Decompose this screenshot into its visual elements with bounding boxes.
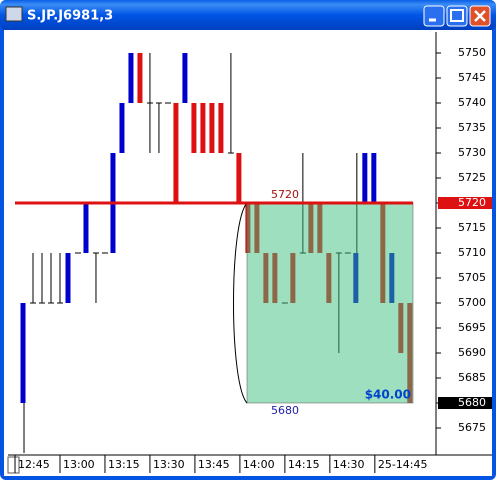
- y-tick-label: 5745: [458, 71, 486, 84]
- zone-edge: [233, 202, 248, 404]
- y-tick-label: 5730: [458, 146, 486, 159]
- candle-body: [236, 153, 242, 203]
- hline-label: 5720: [271, 188, 299, 201]
- candle-body: [200, 103, 206, 153]
- candle-body: [128, 53, 134, 103]
- window-title: S.JP.J6981,3: [27, 9, 113, 24]
- x-tick-label: 14:30: [333, 458, 365, 471]
- zone: [246, 202, 414, 404]
- x-tick-label: 13:00: [63, 458, 95, 471]
- x-tick-label: 14:15: [288, 458, 320, 471]
- x-tick-label: 13:30: [153, 458, 185, 471]
- x-tick-label: 14:00: [243, 458, 275, 471]
- y-tick-label: 5715: [458, 221, 486, 234]
- x-tick-label: 25-14:45: [378, 458, 428, 471]
- maximize-icon: [450, 9, 464, 22]
- hline-axis-marker: [438, 197, 492, 209]
- candle-body: [362, 153, 368, 203]
- x-tick-label: 12:45: [18, 458, 50, 471]
- zone-bottom-label: 5680: [271, 404, 299, 417]
- y-tick-label: 5705: [458, 271, 486, 284]
- candle-body: [209, 103, 215, 153]
- candle-body: [20, 303, 26, 403]
- y-tick-label: 5710: [458, 246, 486, 259]
- y-tick-label: 5685: [458, 371, 486, 384]
- zone-axis-label: 5680: [458, 396, 486, 409]
- minimize-button[interactable]: [423, 5, 445, 27]
- candle-body: [83, 203, 89, 253]
- y-tick-label: 5725: [458, 171, 486, 184]
- plot: 5675 5680 5685 5690 5695 5700 5705 5710 5715 5720…: [8, 32, 492, 473]
- y-tick-label: 5740: [458, 96, 486, 109]
- candle-body: [65, 253, 71, 303]
- x-tick-label: 13:15: [108, 458, 140, 471]
- candle-body: [371, 153, 377, 203]
- scroll-box[interactable]: [7, 456, 20, 474]
- close-icon: [474, 10, 486, 22]
- y-tick-label: 5675: [458, 421, 486, 434]
- candle-body: [173, 103, 179, 203]
- y-tick-label: 5750: [458, 46, 486, 59]
- zone-axis-marker: [438, 397, 492, 409]
- candle-body: [119, 103, 125, 153]
- title-bar: [0, 0, 496, 30]
- y-tick-label: 5700: [458, 296, 486, 309]
- x-tick-label: 13:45: [198, 458, 230, 471]
- hline-axis-label: 5720: [458, 196, 486, 209]
- window-icon[interactable]: [5, 6, 23, 22]
- y-tick-label: 5690: [458, 346, 486, 359]
- y-tick-label: 5695: [458, 321, 486, 334]
- candle-body: [218, 103, 224, 153]
- y-tick-label: 5735: [458, 121, 486, 134]
- candle-body: [137, 53, 143, 103]
- candle-body: [182, 53, 188, 103]
- candle-body: [191, 103, 197, 153]
- zone-label: $40.00: [365, 388, 411, 402]
